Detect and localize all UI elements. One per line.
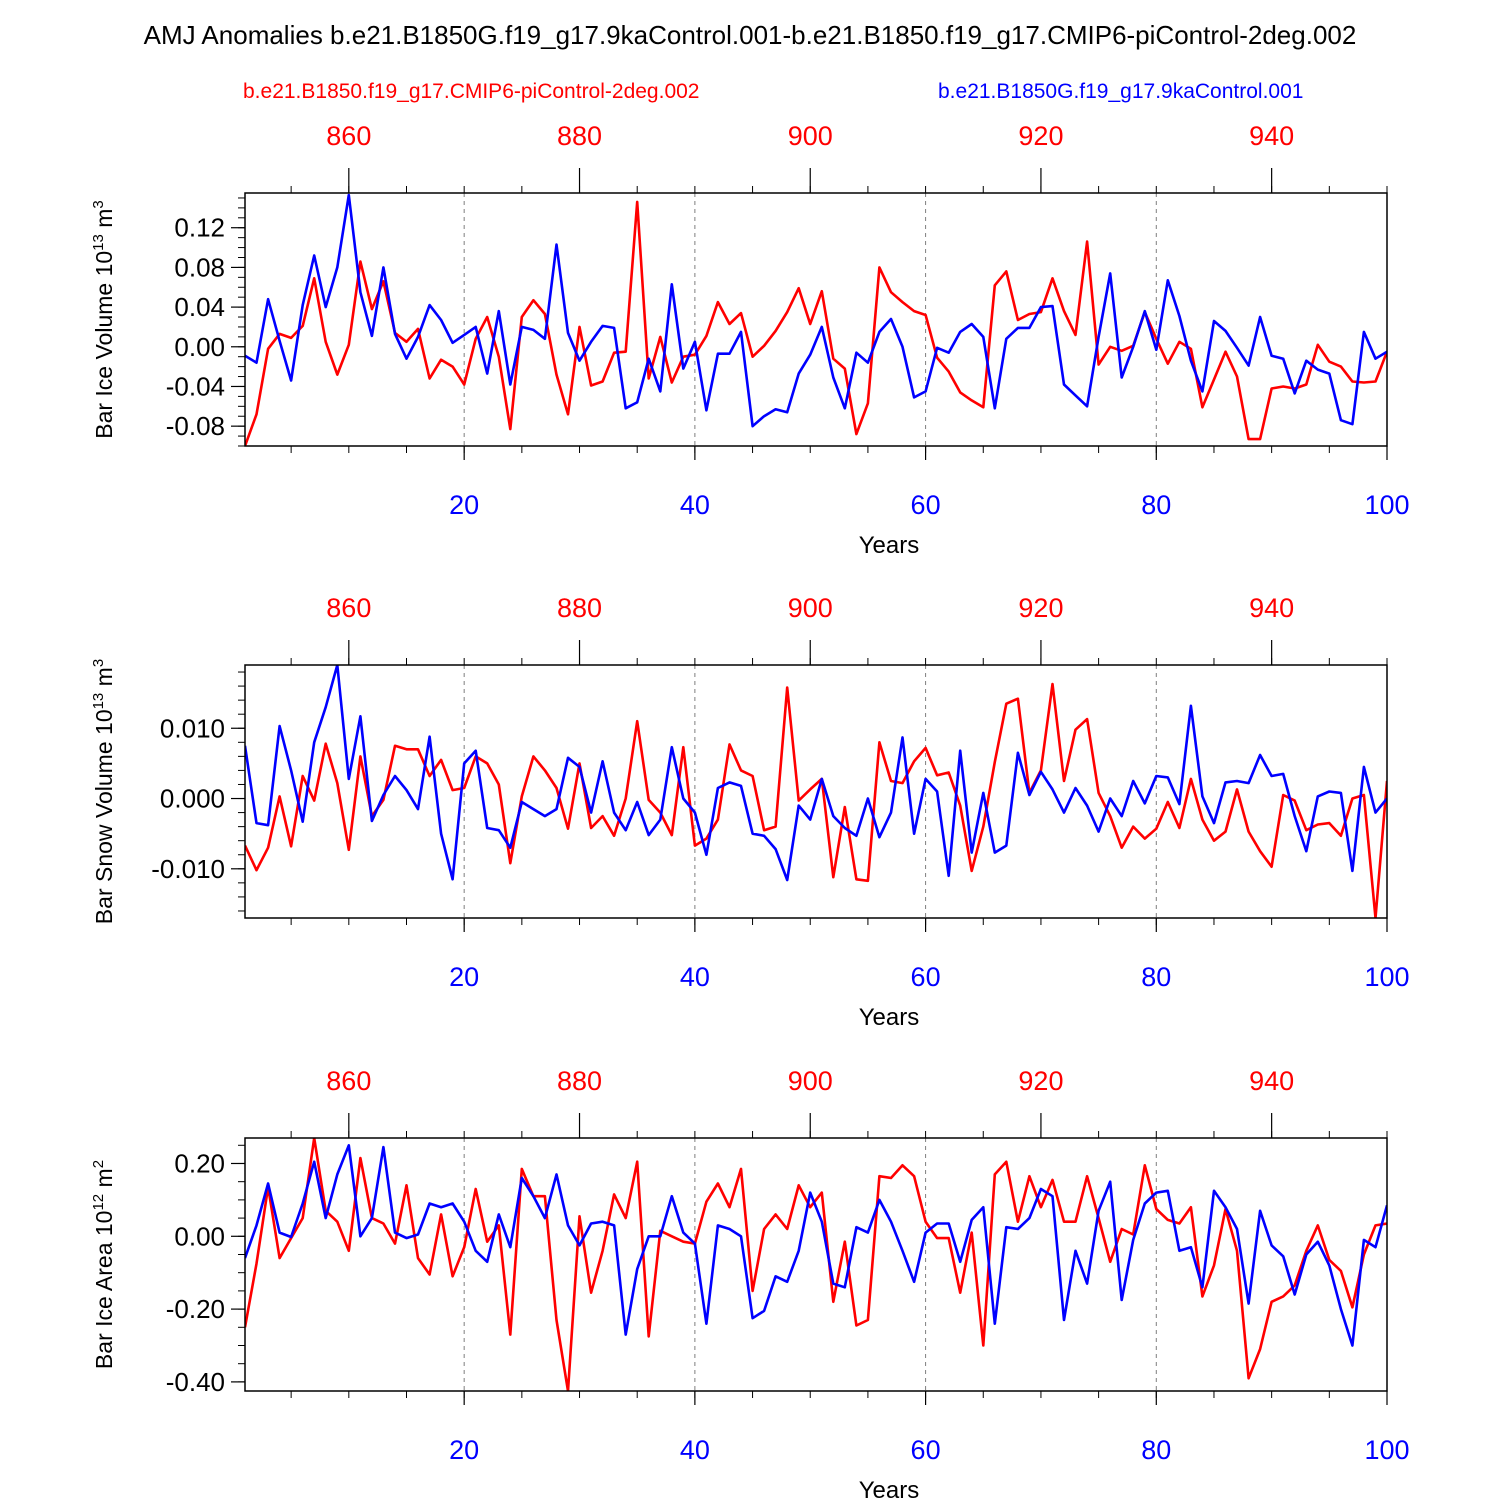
x-tick-label-top: 880 [557, 121, 602, 151]
y-tick-label: 0.04 [174, 292, 225, 322]
series-line-blue [245, 1144, 1387, 1347]
y-axis-label-superscript: 13 [90, 693, 107, 710]
plot-frame [244, 192, 1388, 447]
x-tick-label-top: 860 [326, 593, 371, 623]
chart-panel-1: -0.08 -0.04 0.00 0.04 0.08 0.12 20 40 60 80 100 860… [90, 121, 1410, 559]
y-axis-label: Bar Snow Volume 1013 m3 [90, 659, 117, 924]
x-tick-label-top: 860 [326, 121, 371, 151]
x-tick-label-bottom: 100 [1364, 490, 1409, 520]
y-tick-label: 0.00 [174, 332, 225, 362]
x-tick-label-bottom: 100 [1364, 1435, 1409, 1465]
y-tick-label: -0.04 [166, 371, 225, 401]
chart-panel-2: -0.010 0.000 0.010 20 40 60 80 100 860 880 900 920 9… [90, 593, 1410, 1031]
y-axis-label-superscript: 13 [90, 234, 107, 251]
y-axis-label: Bar Ice Area 1012 m2 [90, 1160, 117, 1369]
y-axis-label-text: Bar Ice Area 10 [91, 1211, 117, 1370]
x-tick-label-top: 880 [557, 1066, 602, 1096]
y-axis-label-text: m [91, 209, 117, 235]
y-tick-label: -0.010 [151, 854, 225, 884]
main-title: AMJ Anomalies b.e21.B1850G.f19_g17.9kaCo… [143, 20, 1357, 50]
x-axis-label: Years [859, 1004, 920, 1031]
y-tick-label: 0.12 [174, 213, 225, 243]
y-tick-label: 0.010 [160, 713, 225, 743]
plot-frame [244, 664, 1388, 919]
y-tick-label: -0.40 [166, 1367, 225, 1397]
x-tick-label-bottom: 60 [911, 962, 941, 992]
x-axis-label: Years [859, 532, 920, 559]
x-tick-label-bottom: 40 [680, 962, 710, 992]
y-axis-label-text: m [91, 1168, 117, 1194]
x-tick-label-bottom: 40 [680, 1435, 710, 1465]
y-tick-label: 0.00 [174, 1221, 225, 1251]
y-tick-label: -0.08 [166, 411, 225, 441]
legend-label-red-run: b.e21.B1850.f19_g17.CMIP6-piControl-2deg… [243, 80, 700, 103]
x-tick-label-top: 940 [1249, 121, 1294, 151]
y-axis-label-text: Bar Snow Volume 10 [91, 709, 117, 924]
x-tick-label-bottom: 60 [911, 490, 941, 520]
x-tick-label-top: 920 [1018, 593, 1063, 623]
x-tick-label-top: 940 [1249, 1066, 1294, 1096]
x-tick-label-top: 900 [788, 593, 833, 623]
x-tick-label-top: 900 [788, 121, 833, 151]
y-tick-label: -0.20 [166, 1294, 225, 1324]
y-axis-label: Bar Ice Volume 1013 m3 [90, 200, 117, 439]
y-axis-label-superscript: 2 [90, 1160, 107, 1168]
x-tick-label-bottom: 20 [449, 490, 479, 520]
y-axis-label-superscript: 3 [90, 200, 107, 208]
y-axis-label-superscript: 3 [90, 659, 107, 667]
x-tick-label-bottom: 80 [1141, 1435, 1171, 1465]
legend-label-blue-run: b.e21.B1850G.f19_g17.9kaControl.001 [938, 80, 1304, 103]
plot-frame [244, 1137, 1388, 1392]
x-tick-label-top: 900 [788, 1066, 833, 1096]
series-line-red [245, 682, 1387, 918]
x-tick-label-top: 940 [1249, 593, 1294, 623]
x-tick-label-top: 880 [557, 593, 602, 623]
y-axis-label-superscript: 12 [90, 1194, 107, 1211]
chart-panel-3: -0.40 -0.20 0.00 0.20 20 40 60 80 100 860 880 900 92… [90, 1066, 1410, 1500]
x-tick-label-bottom: 100 [1364, 962, 1409, 992]
y-axis-label-text: m [91, 667, 117, 693]
series-line-blue [245, 665, 1387, 882]
y-tick-label: 0.08 [174, 252, 225, 282]
x-tick-label-top: 860 [326, 1066, 371, 1096]
y-axis-label-text: Bar Ice Volume 10 [91, 251, 117, 439]
x-tick-label-top: 920 [1018, 121, 1063, 151]
x-tick-label-bottom: 20 [449, 962, 479, 992]
x-tick-label-bottom: 40 [680, 490, 710, 520]
x-tick-label-top: 920 [1018, 1066, 1063, 1096]
series-line-blue [245, 193, 1387, 428]
x-tick-label-bottom: 20 [449, 1435, 479, 1465]
series-line-red [245, 1138, 1387, 1391]
y-tick-label: 0.000 [160, 784, 225, 814]
x-tick-label-bottom: 80 [1141, 490, 1171, 520]
x-axis-label: Years [859, 1477, 920, 1500]
x-tick-label-bottom: 60 [911, 1435, 941, 1465]
y-tick-label: 0.20 [174, 1148, 225, 1178]
x-tick-label-bottom: 80 [1141, 962, 1171, 992]
